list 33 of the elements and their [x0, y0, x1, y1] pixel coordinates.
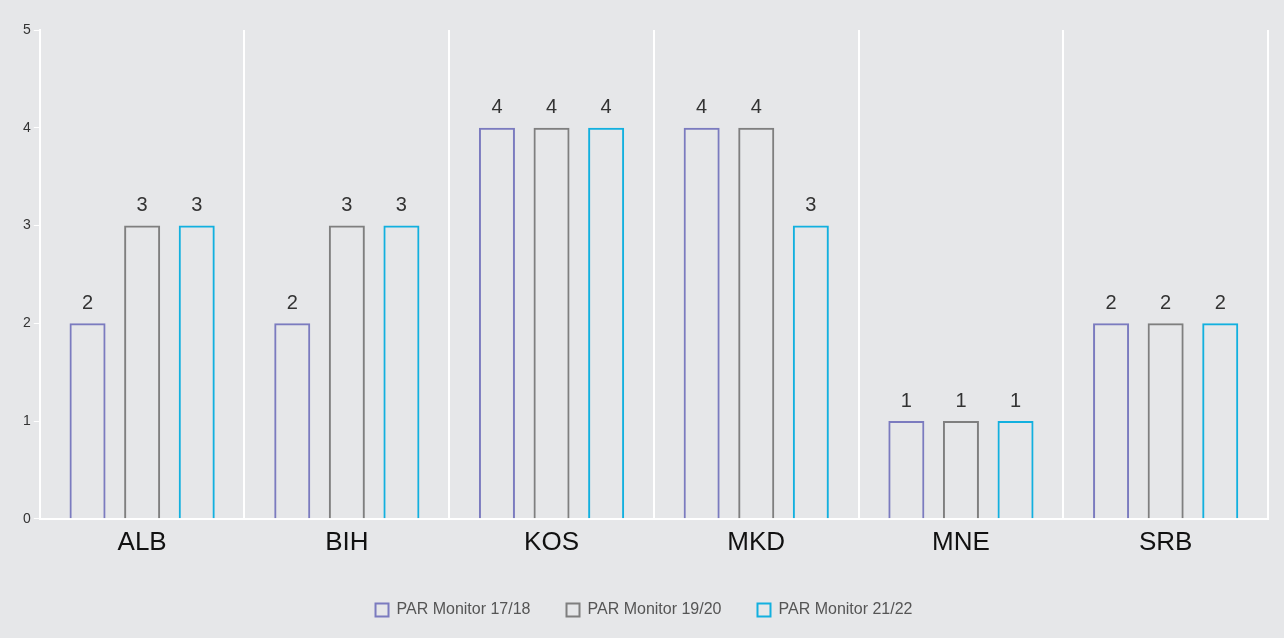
y-tick-label: 2 [22, 314, 31, 331]
data-label: 2 [286, 290, 298, 313]
data-label: 2 [81, 290, 94, 313]
x-tick-label: MNE [932, 525, 990, 556]
x-tick-label: ALB [117, 525, 167, 556]
y-tick-label: 4 [22, 118, 31, 135]
x-tick-label: MKD [727, 525, 786, 556]
data-label: 1 [1009, 388, 1022, 411]
data-label: 4 [696, 95, 708, 118]
data-label: 2 [1160, 290, 1172, 313]
data-label: 3 [136, 193, 148, 216]
y-tick-label: 5 [22, 20, 31, 37]
data-label: 1 [955, 388, 967, 411]
data-label: 4 [545, 95, 558, 118]
y-tick-label: 3 [22, 216, 31, 233]
y-tick-label: 0 [22, 509, 31, 526]
y-tick-label: 1 [22, 411, 31, 428]
x-tick-label: SRB [1138, 525, 1193, 556]
data-label: 3 [341, 193, 353, 216]
data-label: 3 [191, 193, 203, 216]
x-tick-label: BIH [325, 525, 369, 556]
data-label: 4 [750, 95, 762, 118]
data-label: 2 [1105, 290, 1117, 313]
legend-label: PAR Monitor 17/18 [396, 600, 531, 618]
data-label: 4 [600, 95, 612, 118]
legend-label: PAR Monitor 21/22 [778, 600, 913, 618]
data-label: 3 [805, 193, 817, 216]
data-label: 1 [900, 388, 912, 411]
data-label: 3 [395, 193, 407, 216]
data-label: 2 [1214, 290, 1226, 313]
legend-label: PAR Monitor 19/20 [587, 600, 722, 618]
x-tick-label: KOS [524, 525, 579, 556]
data-label: 4 [491, 95, 503, 118]
